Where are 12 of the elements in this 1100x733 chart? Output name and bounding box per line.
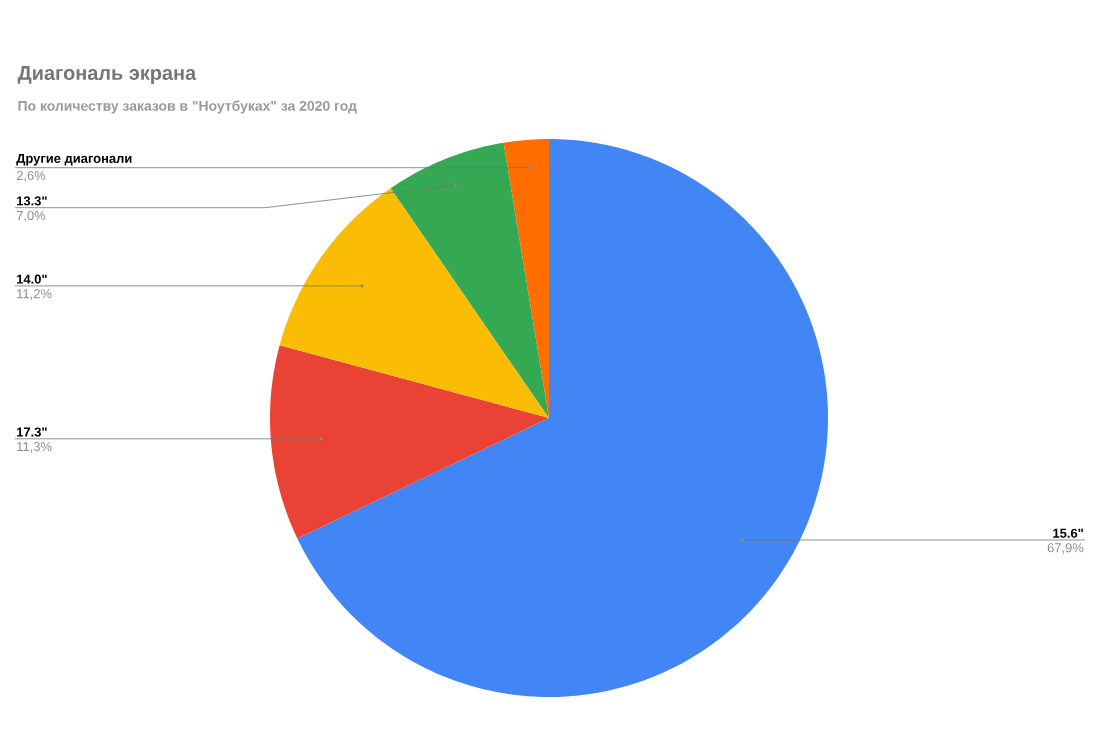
chart-title: Диагональ экрана xyxy=(17,66,197,84)
data-label: 11,3% xyxy=(17,442,52,453)
slice-label: 17.3" xyxy=(17,427,47,437)
data-label: 2,6% xyxy=(16,170,46,182)
slice-label: 14.0" xyxy=(17,274,47,284)
data-label: 11,2% xyxy=(17,289,52,300)
data-label: 67,9% xyxy=(1047,543,1084,554)
slice-label: Другие диагонали xyxy=(16,153,132,166)
chart-subtitle: По количеству заказов в "Ноутбуках" за 2020 год xyxy=(18,100,357,114)
slice-label: 15.6" xyxy=(1053,528,1083,538)
slice-label: 13.3" xyxy=(17,196,47,206)
data-label: 7,0% xyxy=(16,210,46,222)
